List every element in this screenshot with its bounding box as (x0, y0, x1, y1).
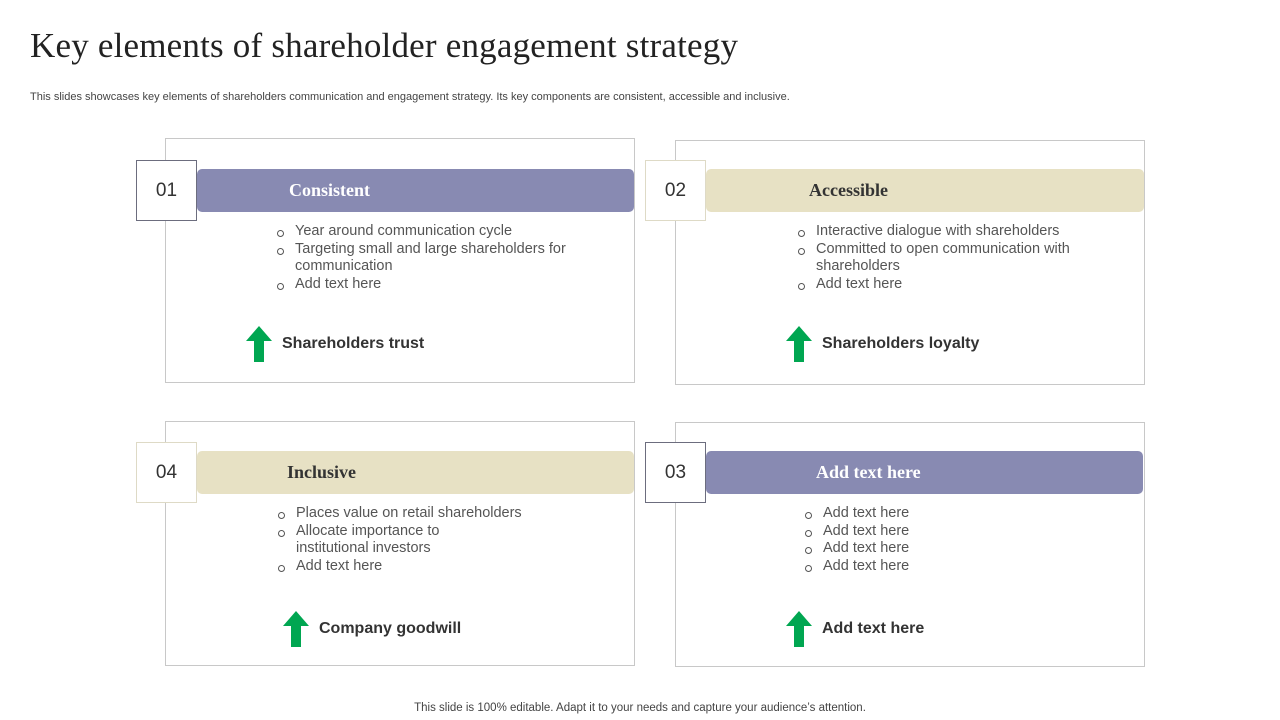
list-item: Places value on retail shareholders (277, 505, 547, 523)
card-number-badge: 04 (136, 442, 197, 503)
card-header-band: Inclusive (197, 451, 634, 494)
list-item: Add text here (276, 276, 586, 294)
list-item: Year around communication cycle (276, 223, 586, 241)
card-number-badge: 01 (136, 160, 197, 221)
outcome-label: Shareholders loyalty (822, 335, 980, 352)
card-bullet-list: Add text here Add text here Add text her… (804, 505, 1004, 575)
up-arrow-icon (283, 611, 309, 647)
list-item: Add text here (804, 505, 1004, 523)
list-item: Add text here (804, 523, 1004, 541)
slide-title: Key elements of shareholder engagement s… (30, 26, 739, 65)
card-outcome: Shareholders trust (246, 326, 424, 362)
list-item: Add text here (804, 540, 1004, 558)
up-arrow-icon (246, 326, 272, 362)
outcome-label: Shareholders trust (282, 335, 425, 352)
card-heading: Accessible (809, 180, 888, 200)
list-item: Interactive dialogue with shareholders (797, 223, 1082, 241)
outcome-label: Add text here (822, 620, 925, 637)
list-item: Add text here (277, 558, 547, 576)
list-item: Add text here (797, 276, 1082, 294)
card-outcome: Add text here (786, 611, 924, 647)
card-header-band: Accessible (706, 169, 1144, 212)
up-arrow-icon (786, 611, 812, 647)
up-arrow-icon (786, 326, 812, 362)
slide-footer: This slide is 100% editable. Adapt it to… (414, 702, 866, 714)
list-item: Targeting small and large shareholders f… (276, 241, 586, 276)
card-outcome: Company goodwill (283, 611, 461, 647)
card-header-band: Consistent (197, 169, 634, 212)
card-heading: Inclusive (287, 462, 357, 482)
list-item: Add text here (804, 558, 1004, 576)
card-bullet-list: Places value on retail shareholders Allo… (277, 505, 547, 575)
card-heading: Add text here (816, 462, 921, 482)
slide-subtitle: This slides showcases key elements of sh… (30, 91, 790, 103)
card-outcome: Shareholders loyalty (786, 326, 979, 362)
card-bullet-list: Interactive dialogue with shareholders C… (797, 223, 1082, 293)
card-heading: Consistent (289, 180, 371, 200)
list-item: Committed to open communication with sha… (797, 241, 1082, 276)
outcome-label: Company goodwill (319, 620, 462, 637)
card-header-band: Add text here (706, 451, 1143, 494)
card-bullet-list: Year around communication cycle Targetin… (276, 223, 586, 293)
card-number-badge: 02 (645, 160, 706, 221)
card-number-badge: 03 (645, 442, 706, 503)
list-item: Allocate importance to institutional inv… (277, 523, 471, 558)
